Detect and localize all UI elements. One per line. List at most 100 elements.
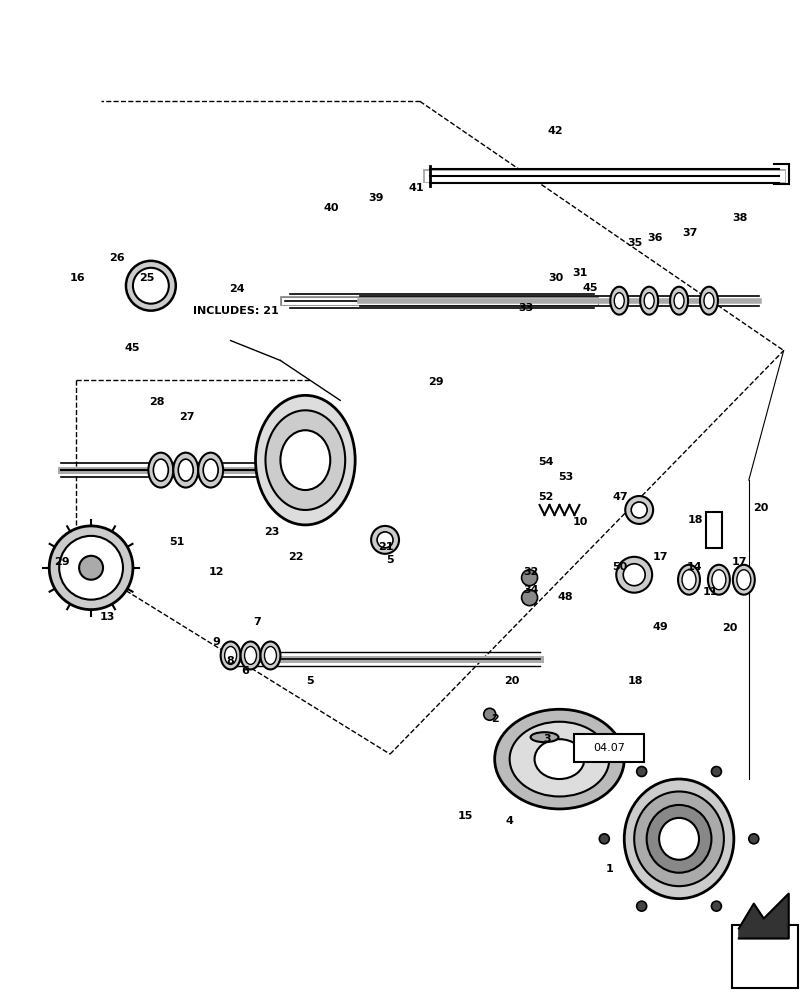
Text: 15: 15 — [458, 811, 473, 821]
Ellipse shape — [221, 642, 241, 669]
Polygon shape — [739, 894, 789, 938]
Circle shape — [79, 556, 103, 580]
Ellipse shape — [225, 646, 237, 664]
Text: 18: 18 — [688, 515, 703, 525]
Ellipse shape — [149, 453, 173, 488]
Ellipse shape — [678, 565, 700, 595]
Text: 20: 20 — [504, 676, 520, 686]
Text: 16: 16 — [69, 273, 85, 283]
Ellipse shape — [510, 722, 609, 796]
Text: 17: 17 — [732, 557, 747, 567]
Text: 23: 23 — [263, 527, 279, 537]
Text: 24: 24 — [229, 284, 244, 294]
Ellipse shape — [173, 453, 198, 488]
Circle shape — [484, 708, 495, 720]
Text: 39: 39 — [368, 193, 384, 203]
Text: 8: 8 — [227, 656, 234, 666]
Bar — [732, 925, 797, 988]
Text: 5: 5 — [386, 555, 393, 565]
Text: 30: 30 — [548, 273, 563, 283]
Text: INCLUDES: 21: INCLUDES: 21 — [192, 306, 279, 316]
Circle shape — [711, 901, 722, 911]
Ellipse shape — [535, 739, 584, 779]
Text: 40: 40 — [323, 203, 339, 213]
Text: 9: 9 — [213, 637, 221, 647]
Text: 12: 12 — [209, 567, 225, 577]
Text: 10: 10 — [573, 517, 588, 527]
Text: 38: 38 — [732, 213, 747, 223]
Text: 51: 51 — [169, 537, 184, 547]
Text: 13: 13 — [99, 612, 115, 622]
Ellipse shape — [266, 410, 345, 510]
Ellipse shape — [712, 570, 726, 590]
Circle shape — [126, 261, 176, 311]
Ellipse shape — [264, 646, 276, 664]
Circle shape — [600, 834, 609, 844]
Text: 48: 48 — [558, 592, 573, 602]
Ellipse shape — [203, 459, 218, 481]
Text: 1: 1 — [605, 864, 613, 874]
Bar — [574, 734, 644, 762]
Text: 52: 52 — [538, 492, 553, 502]
Ellipse shape — [644, 293, 654, 309]
Ellipse shape — [614, 293, 625, 309]
Circle shape — [522, 590, 537, 606]
Ellipse shape — [610, 287, 629, 315]
Circle shape — [371, 526, 399, 554]
Ellipse shape — [494, 709, 625, 809]
Text: 29: 29 — [54, 557, 70, 567]
Text: 54: 54 — [538, 457, 553, 467]
Circle shape — [749, 834, 759, 844]
Text: 37: 37 — [682, 228, 697, 238]
Text: 35: 35 — [628, 238, 643, 248]
Text: 5: 5 — [306, 676, 314, 686]
Circle shape — [522, 570, 537, 586]
Ellipse shape — [154, 459, 168, 481]
Text: 6: 6 — [242, 666, 250, 676]
Text: 17: 17 — [652, 552, 668, 562]
Text: 50: 50 — [612, 562, 628, 572]
Text: 25: 25 — [139, 273, 154, 283]
Text: 41: 41 — [408, 183, 423, 193]
Ellipse shape — [255, 395, 356, 525]
Ellipse shape — [280, 430, 330, 490]
Text: 20: 20 — [753, 503, 768, 513]
Text: 3: 3 — [544, 734, 551, 744]
Text: 36: 36 — [647, 233, 663, 243]
Ellipse shape — [733, 565, 755, 595]
Circle shape — [377, 532, 393, 548]
Ellipse shape — [700, 287, 718, 315]
Text: 32: 32 — [523, 567, 538, 577]
Text: 28: 28 — [149, 397, 165, 407]
Circle shape — [617, 557, 652, 593]
Ellipse shape — [179, 459, 193, 481]
Ellipse shape — [245, 646, 256, 664]
Text: 14: 14 — [687, 562, 703, 572]
Ellipse shape — [260, 642, 280, 669]
Text: 29: 29 — [428, 377, 444, 387]
Text: 18: 18 — [628, 676, 643, 686]
Ellipse shape — [198, 453, 223, 488]
Text: 11: 11 — [702, 587, 718, 597]
Circle shape — [49, 526, 133, 610]
Ellipse shape — [737, 570, 751, 590]
Text: 26: 26 — [109, 253, 124, 263]
Text: 47: 47 — [612, 492, 628, 502]
Text: 49: 49 — [652, 622, 668, 632]
Circle shape — [625, 496, 653, 524]
Ellipse shape — [531, 732, 558, 742]
Circle shape — [637, 767, 646, 776]
Text: 31: 31 — [573, 268, 588, 278]
Text: 45: 45 — [583, 283, 598, 293]
Circle shape — [637, 901, 646, 911]
Circle shape — [631, 502, 647, 518]
Bar — [706, 512, 722, 548]
Ellipse shape — [646, 805, 711, 873]
Text: 22: 22 — [288, 552, 304, 562]
Text: 4: 4 — [506, 816, 514, 826]
Ellipse shape — [674, 293, 684, 309]
Ellipse shape — [640, 287, 659, 315]
Text: 27: 27 — [179, 412, 195, 422]
Ellipse shape — [634, 791, 724, 886]
Text: 45: 45 — [124, 343, 140, 353]
